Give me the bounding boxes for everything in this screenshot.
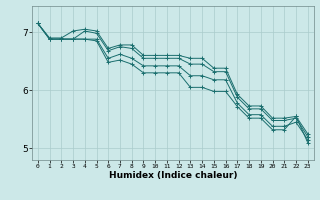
X-axis label: Humidex (Indice chaleur): Humidex (Indice chaleur) — [108, 171, 237, 180]
